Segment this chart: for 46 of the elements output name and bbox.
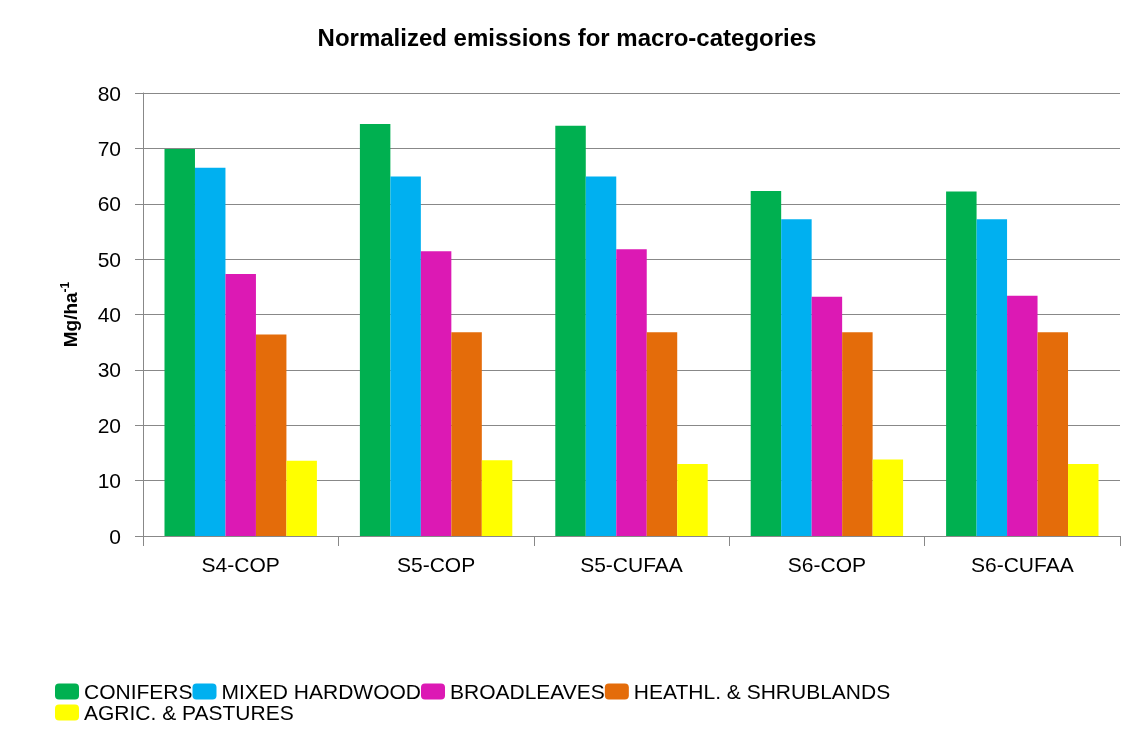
bar	[616, 249, 647, 536]
legend-label: CONIFERS	[84, 680, 193, 703]
y-tick-label: 30	[97, 358, 121, 382]
y-tick-label: 80	[97, 81, 121, 105]
bar	[976, 219, 1008, 536]
bar	[946, 191, 977, 536]
bar	[194, 167, 226, 536]
bar	[1068, 464, 1099, 536]
chart-title: Normalized emissions for macro-categories	[317, 23, 817, 51]
y-tick-label: 60	[97, 192, 121, 216]
bar	[555, 125, 586, 536]
y-tick-label: 20	[97, 413, 121, 437]
legend-label: BROADLEAVES	[450, 680, 605, 703]
bar	[842, 332, 873, 536]
bar	[781, 219, 812, 536]
bar	[646, 332, 678, 536]
legend-label: HEATHL. & SHRUBLANDS	[633, 680, 891, 703]
bar	[1007, 295, 1038, 536]
y-tick-label: 70	[97, 136, 121, 160]
bar	[585, 176, 617, 536]
x-tick-label: S4-COP	[201, 553, 280, 576]
bar	[225, 274, 256, 536]
x-tick-label: S5-COP	[397, 553, 476, 576]
y-tick-label: 50	[97, 247, 121, 271]
y-axis-title: Mg/ha-1	[58, 281, 81, 348]
y-tick-label: 0	[109, 524, 121, 548]
y-tick-label: 10	[97, 469, 121, 493]
bar	[481, 460, 513, 536]
bar	[420, 251, 452, 536]
bar	[1037, 332, 1069, 536]
bar	[811, 296, 843, 536]
bar	[255, 334, 287, 536]
bar	[390, 176, 421, 536]
bar	[451, 332, 482, 536]
bar	[359, 124, 391, 536]
bar	[750, 191, 782, 536]
x-tick-label: S6-COP	[787, 553, 866, 576]
bar	[164, 148, 195, 536]
legend-label: AGRIC. & PASTURES	[84, 701, 294, 724]
bar	[286, 460, 317, 536]
bar	[677, 464, 708, 536]
x-tick-label: S6-CUFAA	[970, 553, 1074, 576]
x-tick-label: S5-CUFAA	[580, 553, 683, 576]
legend-label: MIXED HARDWOOD	[221, 680, 422, 703]
y-tick-label: 40	[97, 303, 121, 326]
bar	[872, 459, 904, 536]
